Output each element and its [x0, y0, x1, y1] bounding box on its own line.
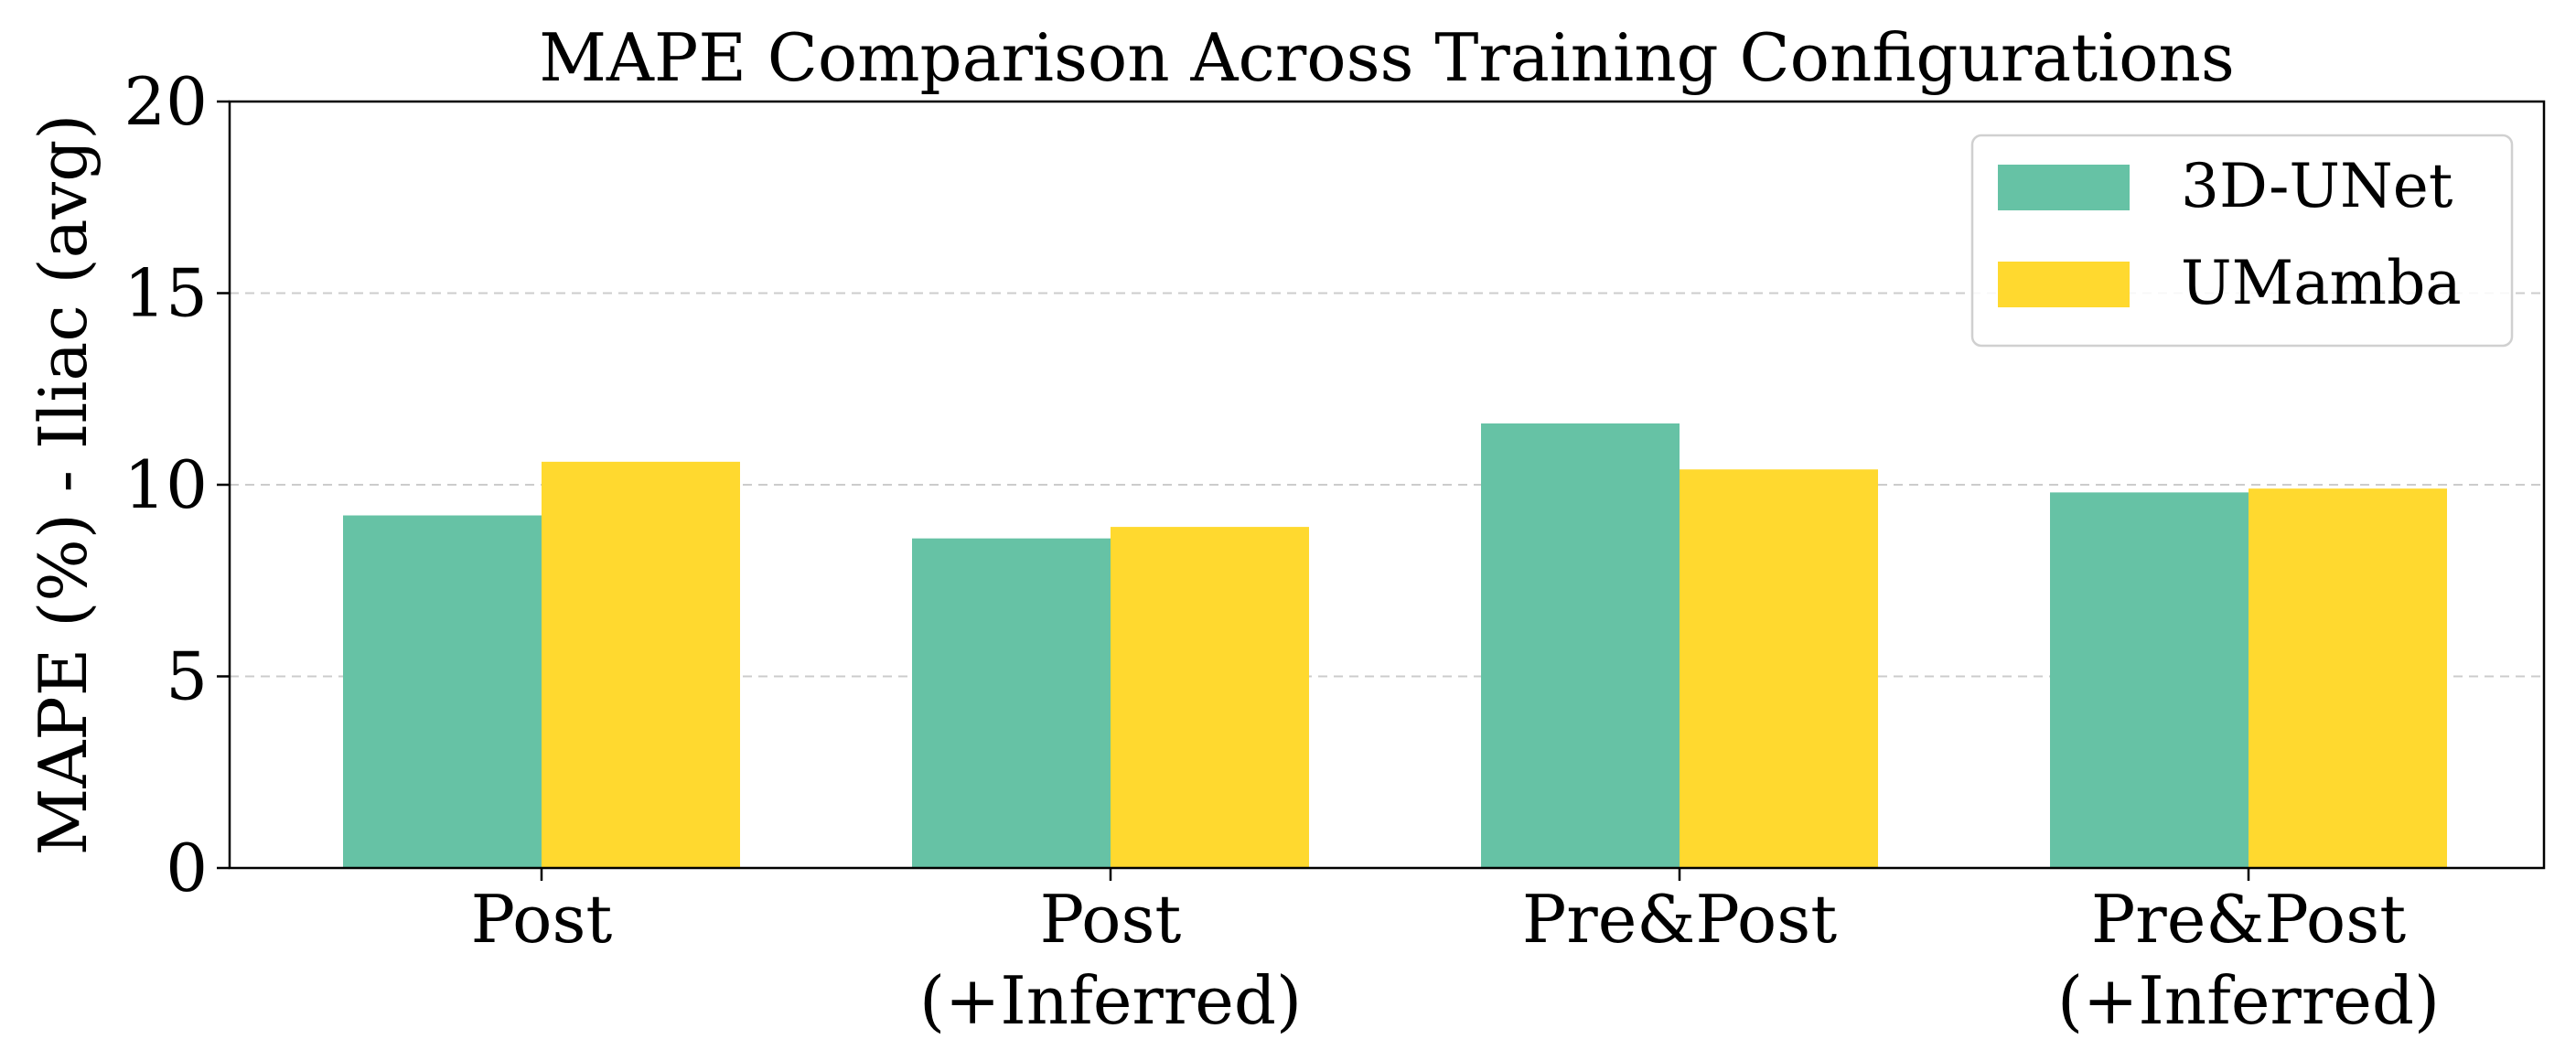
legend-swatch	[1998, 165, 2130, 210]
bar-3d-unet-3	[2050, 492, 2249, 868]
x-tick-label: Pre&Post	[2091, 881, 2406, 958]
legend-label: UMamba	[2181, 248, 2462, 318]
legend-swatch	[1998, 262, 2130, 307]
bars	[343, 423, 2447, 868]
y-tick-label: 5	[166, 638, 208, 715]
y-tick-label: 20	[123, 63, 208, 140]
x-tick-label: Pre&Post	[1522, 881, 1837, 958]
x-tick-label: (+Inferred)	[919, 962, 1302, 1039]
y-axis-label: MAPE (%) - Iliac (avg)	[25, 114, 102, 856]
bar-3d-unet-0	[343, 515, 542, 868]
bar-3d-unet-2	[1481, 423, 1680, 868]
legend-label: 3D-UNet	[2181, 151, 2453, 221]
y-tick-label: 0	[166, 830, 208, 906]
y-tick-label: 15	[123, 255, 208, 332]
bar-umamba-0	[542, 461, 740, 868]
x-tick-label: (+Inferred)	[2057, 962, 2440, 1039]
x-tick-label: Post	[471, 881, 613, 958]
x-tick-label: Post	[1040, 881, 1182, 958]
bar-umamba-3	[2249, 488, 2447, 868]
legend: 3D-UNet UMamba	[1970, 134, 2514, 348]
bar-umamba-1	[1111, 527, 1309, 868]
bar-3d-unet-1	[912, 538, 1111, 868]
bar-umamba-2	[1680, 469, 1878, 868]
chart-title: MAPE Comparison Across Training Configur…	[539, 19, 2235, 96]
y-tick-label: 10	[123, 446, 208, 523]
